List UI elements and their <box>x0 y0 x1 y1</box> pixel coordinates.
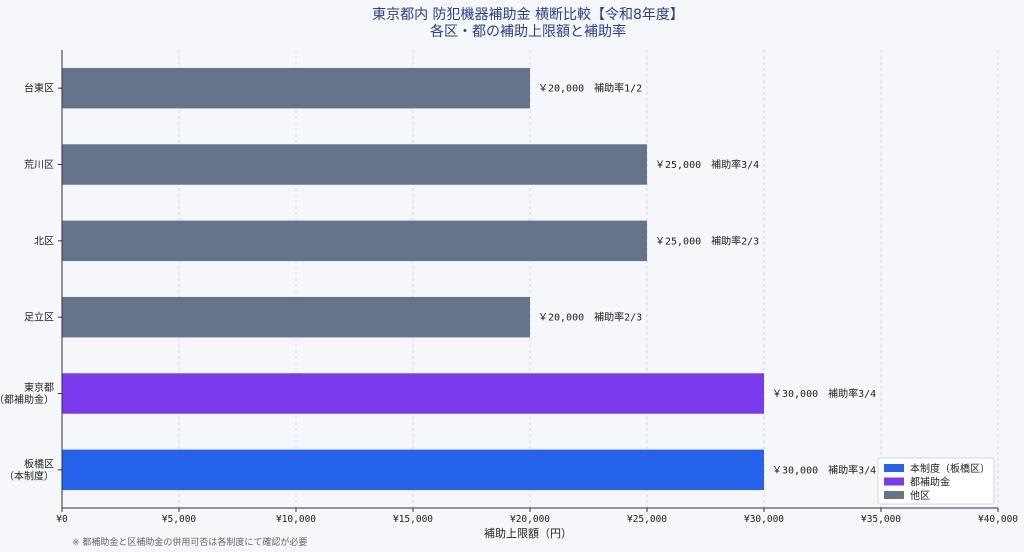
data-labels: ￥20,000 補助率1/2 ￥25,000 補助率3/4 ￥25,000 補助率2… <box>538 82 876 477</box>
x-tick-label: ¥30,000 <box>744 514 784 525</box>
bar-other <box>62 144 647 185</box>
y-tick-label: 荒川区 <box>24 159 54 171</box>
chart-title: 東京都内 防犯機器補助金 横断比較【令和8年度】 <box>372 7 684 23</box>
bar-other <box>62 67 530 109</box>
legend-label-tokyo: 都補助金 <box>910 476 950 489</box>
bar-self <box>62 449 764 491</box>
bar-tokyo <box>62 373 764 414</box>
bar-other <box>62 296 530 338</box>
y-tick-label: 足立区 <box>24 311 54 324</box>
y-tick-label: 台東区 <box>24 82 54 95</box>
data-label: ￥30,000 補助率3/4 <box>772 387 876 400</box>
data-label: ￥20,000 補助率1/2 <box>538 82 642 95</box>
x-tick-label: ¥35,000 <box>861 514 901 525</box>
footnote: ※ 都補助金と区補助金の併用可否は各制度にて確認が必要 <box>72 536 307 548</box>
data-label: ￥20,000 補助率2/3 <box>538 311 642 324</box>
legend-box <box>877 457 995 505</box>
x-tick-label: ¥25,000 <box>627 514 667 525</box>
chart-subtitle: 各区・都の補助上限額と補助率 <box>430 23 626 40</box>
legend-label-self: 本制度（板橋区） <box>910 462 990 475</box>
y-tick-label: 北区 <box>34 235 54 247</box>
y-tick-label: 板橋区（本制度） <box>4 457 54 482</box>
axes: ¥0 ¥5,000 ¥10,000 ¥15,000 ¥20,000 ¥25,000 ¥30,… <box>0 50 1018 525</box>
legend-swatch-tokyo <box>884 477 904 486</box>
x-tick-label: ¥10,000 <box>276 514 316 525</box>
y-tick-label: 東京都（都補助金） <box>0 381 54 406</box>
x-tick-label: ¥40,000 <box>978 514 1018 525</box>
data-label: ￥25,000 補助率2/3 <box>655 234 759 247</box>
x-axis-label: 補助上限額（円） <box>484 526 572 540</box>
x-tick-label: ¥5,000 <box>162 514 197 525</box>
bar-other <box>62 220 647 262</box>
x-tick-label: ¥0 <box>56 514 68 525</box>
data-label: ￥30,000 補助率3/4 <box>772 463 876 476</box>
data-label: ￥25,000 補助率3/4 <box>655 158 759 171</box>
x-tick-label: ¥20,000 <box>510 514 550 525</box>
bars <box>62 67 764 491</box>
x-tick-label: ¥15,000 <box>393 514 433 525</box>
grid <box>178 50 999 508</box>
legend-swatch-self <box>884 464 904 472</box>
legend-label-other: 他区 <box>910 489 930 502</box>
legend-swatch-other <box>884 491 904 499</box>
